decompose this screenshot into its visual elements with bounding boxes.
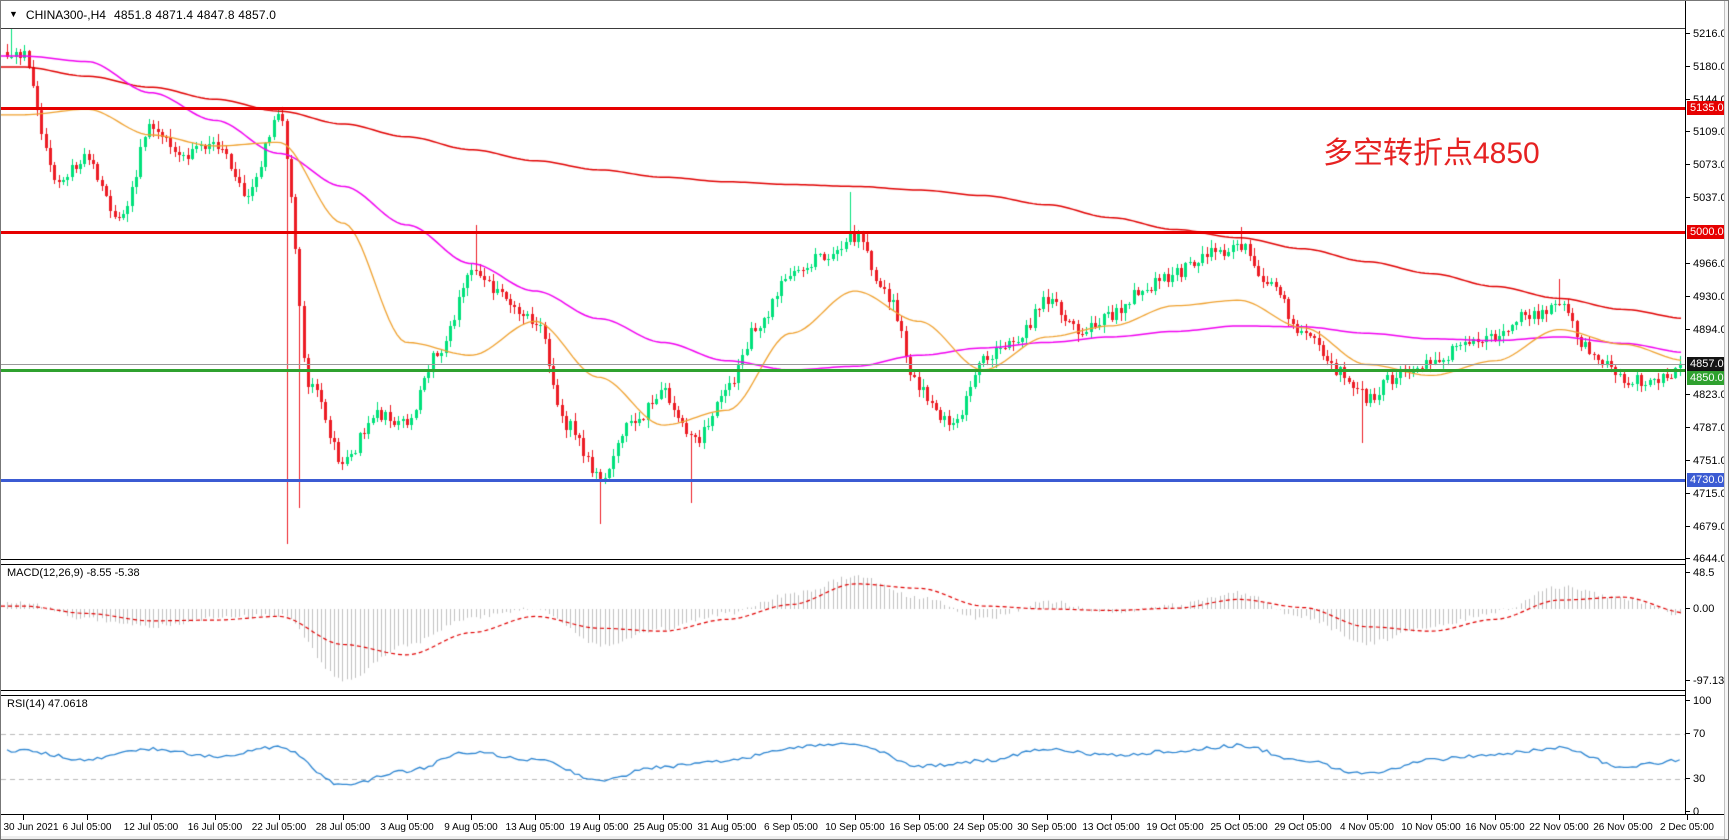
time-axis[interactable]: 30 Jun 2021 6 Jul 05:00 12 Jul 05:00 16 Jul… [1,814,1728,839]
rsi-indicator-label: RSI(14) 47.0618 [7,698,88,710]
time-tick [919,815,920,820]
time-label: 3 Aug 05:00 [380,822,434,833]
time-label: 16 Nov 05:00 [1465,822,1525,833]
time-tick [1367,815,1368,820]
level-line-5000.0[interactable] [1,231,1685,235]
macd-indicator-label: MACD(12,26,9) -8.55 -5.38 [7,567,140,579]
time-label: 16 Jul 05:00 [187,822,243,833]
time-tick [1303,815,1304,820]
time-tick [279,815,280,820]
ohlc-info-bar[interactable]: ▼ CHINA300-,H4 4851.8 4871.4 4847.8 4857… [1,1,1685,29]
time-tick [87,815,88,820]
window-right-edge [1724,1,1728,839]
time-label: 24 Sep 05:00 [953,822,1013,833]
level-line-4850.0[interactable] [1,368,1685,372]
time-tick [215,815,216,820]
time-label: 13 Aug 05:00 [505,822,565,833]
chevron-down-icon[interactable]: ▼ [9,9,18,19]
time-label: 22 Nov 05:00 [1529,822,1589,833]
symbol-name: CHINA300-,H4 [25,7,106,22]
time-label: 6 Jul 05:00 [62,822,112,833]
time-tick [471,815,472,820]
time-tick [727,815,728,820]
time-tick [1111,815,1112,820]
time-tick [1687,815,1688,820]
price-tag: 4857.0 [1687,356,1727,371]
time-label: 29 Oct 05:00 [1274,822,1332,833]
time-label: 10 Nov 05:00 [1401,822,1461,833]
time-tick [599,815,600,820]
time-label: 22 Jul 05:00 [251,822,307,833]
price-chart-canvas[interactable] [1,1,1685,814]
time-tick [1239,815,1240,820]
current-price-line [1,364,1685,365]
time-label: 6 Sep 05:00 [764,822,818,833]
time-label: 13 Oct 05:00 [1082,822,1140,833]
time-tick [535,815,536,820]
time-tick [1431,815,1432,820]
price-tag: 5135.0 [1687,101,1727,116]
time-label: 19 Oct 05:00 [1146,822,1204,833]
pane-separator-macd[interactable] [1,559,1691,565]
time-tick [1047,815,1048,820]
time-label: 9 Aug 05:00 [444,822,498,833]
time-label: 30 Jun 2021 [3,822,59,833]
time-label: 12 Jul 05:00 [123,822,179,833]
annotation-text: 多空转折点4850 [1323,137,1540,170]
level-line-5135.0[interactable] [1,107,1685,111]
time-label: 30 Sep 05:00 [1017,822,1077,833]
window-bottom-edge [1,836,1728,839]
price-tag: 4730.0 [1687,473,1727,488]
time-tick [1623,815,1624,820]
time-label: 31 Aug 05:00 [697,822,757,833]
time-label: 26 Nov 05:00 [1593,822,1653,833]
time-tick [855,815,856,820]
price-axis[interactable]: 5216.0 5180.0 5144.0 5109.0 5073.0 5037.0 4966… [1685,1,1727,818]
price-tag: 4850.0 [1687,370,1727,385]
time-label: 16 Sep 05:00 [889,822,949,833]
time-label: 25 Oct 05:00 [1210,822,1268,833]
time-label: 10 Sep 05:00 [825,822,885,833]
time-label: 25 Aug 05:00 [633,822,693,833]
time-label: 28 Jul 05:00 [315,822,371,833]
time-tick [151,815,152,820]
time-tick [1175,815,1176,820]
time-label: 2 Dec 05:00 [1660,822,1714,833]
time-tick [663,815,664,820]
time-tick [23,815,24,820]
time-label: 19 Aug 05:00 [569,822,629,833]
time-tick [983,815,984,820]
pane-separator-rsi[interactable] [1,690,1691,696]
time-tick [1495,815,1496,820]
time-tick [1559,815,1560,820]
time-tick [343,815,344,820]
level-line-4730.0[interactable] [1,479,1685,483]
ohlc-values: 4851.8 4871.4 4847.8 4857.0 [113,7,277,22]
time-label: 4 Nov 05:00 [1340,822,1394,833]
time-tick [407,815,408,820]
time-tick [791,815,792,820]
price-tag: 5000.0 [1687,225,1727,240]
